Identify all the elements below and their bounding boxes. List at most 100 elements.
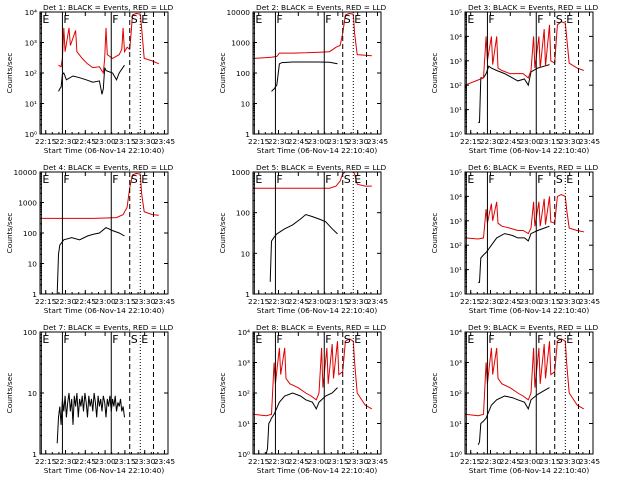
time-marker-label: F xyxy=(488,333,494,346)
time-marker-label: E xyxy=(141,173,148,186)
time-marker-label: E xyxy=(255,333,262,346)
y-axis-label: Counts/sec xyxy=(218,213,227,254)
time-marker-label: S xyxy=(344,173,351,186)
x-tick-label: 22:15 xyxy=(460,457,482,466)
x-tick-label: 22:15 xyxy=(248,457,270,466)
y-tick-label: 10¹ xyxy=(450,106,462,115)
lld-series-line xyxy=(465,338,585,417)
x-tick-label: 23:15 xyxy=(539,457,561,466)
plot-frame xyxy=(39,171,169,295)
time-marker-label: S xyxy=(344,13,351,26)
panel-title: Det 6: BLACK = Events, RED = LLD xyxy=(468,163,599,172)
x-tick-label: 22:45 xyxy=(75,297,97,306)
time-marker-label: E xyxy=(42,333,49,346)
plot-frame xyxy=(252,171,382,295)
x-tick-label: 22:45 xyxy=(288,457,310,466)
y-axis-label: Counts/sec xyxy=(5,53,14,94)
y-tick-label: 10⁰ xyxy=(450,130,462,139)
x-tick-label: 22:15 xyxy=(35,297,57,306)
time-marker-label: F xyxy=(63,173,69,186)
y-tick-label: 100 xyxy=(236,209,250,218)
y-tick-label: 10³ xyxy=(450,217,462,226)
x-tick-label: 22:45 xyxy=(500,297,522,306)
x-tick-label: 23:30 xyxy=(134,137,156,146)
x-tick-label: 23:45 xyxy=(367,137,389,146)
x-tick-label: 22:15 xyxy=(35,137,57,146)
time-marker-label: S xyxy=(131,333,138,346)
x-tick-label: 23:00 xyxy=(307,457,329,466)
y-tick-label: 10⁰ xyxy=(238,450,250,459)
time-marker-label: E xyxy=(566,333,573,346)
y-tick-label: 10¹ xyxy=(450,266,462,275)
x-axis-label: Start Time (06-Nov-14 22:10:40) xyxy=(469,146,590,155)
x-tick-label: 23:30 xyxy=(559,457,581,466)
time-marker-label: E xyxy=(467,333,474,346)
x-tick-label: 23:00 xyxy=(94,297,116,306)
x-tick-label: 23:00 xyxy=(307,137,329,146)
panel-title: Det 4: BLACK = Events, RED = LLD xyxy=(43,163,174,172)
panel-title: Det 8: BLACK = Events, RED = LLD xyxy=(256,323,387,332)
x-tick-label: 22:30 xyxy=(268,457,290,466)
y-tick-label: 10⁰ xyxy=(450,290,462,299)
x-tick-label: 23:15 xyxy=(114,457,136,466)
time-marker-label: F xyxy=(112,173,118,186)
plot-frame xyxy=(464,11,594,135)
x-tick-label: 22:45 xyxy=(288,297,310,306)
plot-frame xyxy=(39,331,169,455)
x-tick-label: 23:15 xyxy=(327,457,349,466)
y-tick-label: 10¹ xyxy=(450,420,462,429)
x-tick-label: 23:00 xyxy=(94,457,116,466)
y-axis-label: Counts/sec xyxy=(218,53,227,94)
events-series-line xyxy=(58,64,125,95)
y-tick-label: 1 xyxy=(245,290,250,299)
y-tick-label: 10 xyxy=(28,389,38,398)
time-marker-label: E xyxy=(354,333,361,346)
x-tick-label: 23:30 xyxy=(347,457,369,466)
y-tick-label: 10³ xyxy=(450,57,462,66)
events-series-line xyxy=(265,387,338,454)
x-tick-label: 23:00 xyxy=(519,297,541,306)
time-marker-label: F xyxy=(537,173,543,186)
time-marker-label: F xyxy=(488,173,494,186)
time-marker-label: F xyxy=(488,13,494,26)
x-tick-label: 23:15 xyxy=(114,137,136,146)
lld-series-line xyxy=(253,12,372,59)
events-series-line xyxy=(271,61,338,92)
plot-frame xyxy=(252,11,382,135)
y-axis-label: Counts/sec xyxy=(430,373,439,414)
time-marker-label: E xyxy=(141,333,148,346)
y-tick-label: 10² xyxy=(25,69,37,78)
x-tick-label: 23:15 xyxy=(539,297,561,306)
y-tick-label: 100 xyxy=(23,229,37,238)
x-tick-label: 23:30 xyxy=(559,297,581,306)
panel-title: Det 2: BLACK = Events, RED = LLD xyxy=(256,3,387,12)
x-tick-label: 22:30 xyxy=(480,297,502,306)
x-tick-label: 22:15 xyxy=(248,137,270,146)
lld-series-line xyxy=(253,172,372,189)
x-tick-label: 22:45 xyxy=(500,137,522,146)
y-tick-label: 10 xyxy=(241,249,251,258)
y-tick-label: 10² xyxy=(238,389,250,398)
x-axis-label: Start Time (06-Nov-14 22:10:40) xyxy=(469,306,590,315)
lld-series-line xyxy=(40,172,159,219)
time-marker-label: E xyxy=(255,173,262,186)
time-marker-label: F xyxy=(325,13,331,26)
x-axis-label: Start Time (06-Nov-14 22:10:40) xyxy=(44,306,165,315)
x-tick-label: 23:45 xyxy=(367,297,389,306)
panel-title: Det 7: BLACK = Events, RED = LLD xyxy=(43,323,174,332)
y-tick-label: 100 xyxy=(23,328,37,337)
x-tick-label: 23:45 xyxy=(579,137,601,146)
x-axis-label: Start Time (06-Nov-14 22:10:40) xyxy=(469,466,590,475)
y-tick-label: 10⁵ xyxy=(450,8,462,17)
x-tick-label: 22:45 xyxy=(75,137,97,146)
y-axis-label: Counts/sec xyxy=(430,53,439,94)
lld-series-line xyxy=(58,12,160,75)
y-tick-label: 10³ xyxy=(25,39,37,48)
y-tick-label: 10¹ xyxy=(238,420,250,429)
y-tick-label: 10000 xyxy=(226,8,250,17)
